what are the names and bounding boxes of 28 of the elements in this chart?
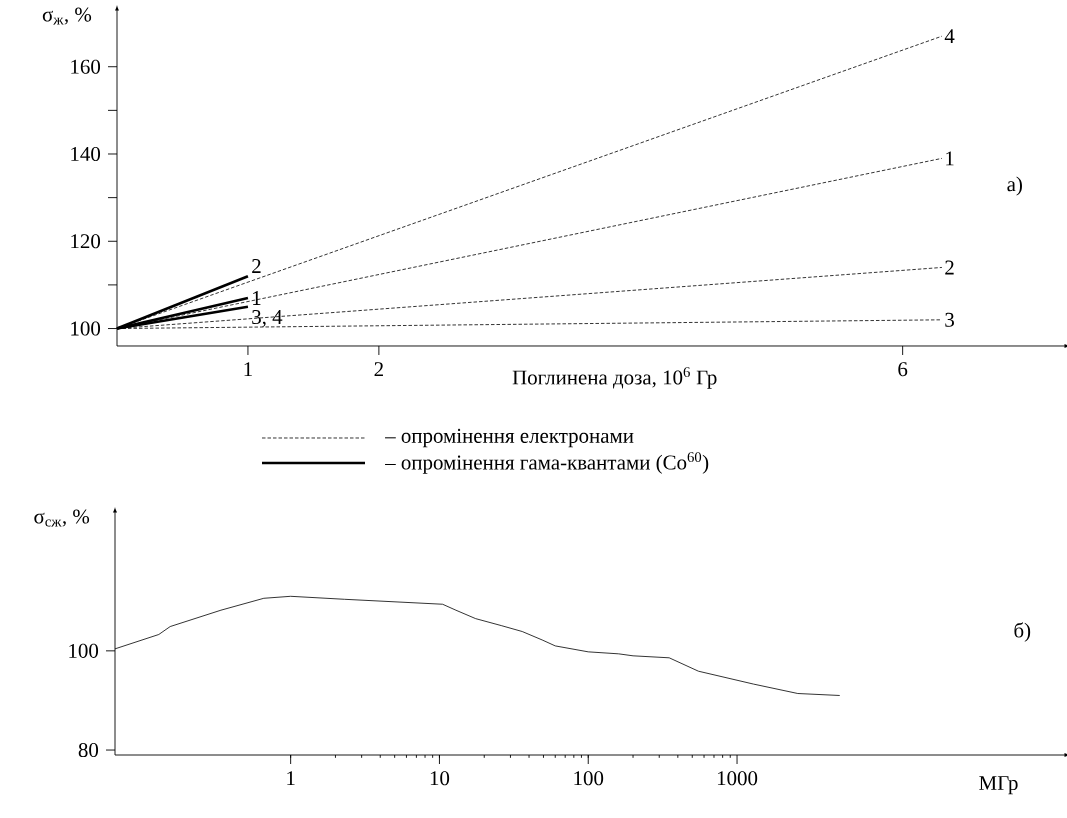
y-tick-label: 160 [71, 59, 101, 74]
series-label: 3 [945, 312, 954, 327]
series-label: 1 [946, 151, 954, 166]
y-tick-label: 140 [71, 146, 101, 162]
series-label: 3, 4 [252, 310, 283, 328]
y-tick-label: 100 [69, 643, 99, 658]
x-axis-title: Поглинена доза, 10$^{6}$ Гр [512, 367, 717, 389]
x-tick-label: 100 [574, 771, 604, 786]
x-tick-label: 1 [244, 362, 252, 376]
y-axis-title: σ$_{ж}$, % [42, 7, 92, 25]
text: – опромінення електронами [385, 428, 634, 448]
y-tick-label: 120 [71, 234, 101, 249]
annotation: а) [1007, 176, 1022, 196]
x-tick-label: 1000 [717, 771, 758, 786]
y-axis-title: σ$_{сж}$, % [34, 509, 90, 527]
series-label: 2 [945, 260, 954, 275]
series-label: 1 [253, 291, 261, 305]
x-tick-label: 2 [374, 362, 383, 377]
y-tick-label: 80 [78, 742, 99, 758]
text: – опромінення гама-квантами (Co$^{60}$) [385, 452, 709, 474]
x-tick-label: 1 [287, 771, 295, 785]
y-tick-label: 100 [71, 321, 101, 336]
x-tick-label: 6 [898, 362, 908, 377]
series-label: 4 [944, 29, 955, 44]
x-tick-label: 10 [430, 771, 450, 786]
series-label: 2 [252, 259, 261, 273]
annotation: б) [1014, 622, 1031, 642]
x-axis-title: МГр [979, 776, 1018, 795]
